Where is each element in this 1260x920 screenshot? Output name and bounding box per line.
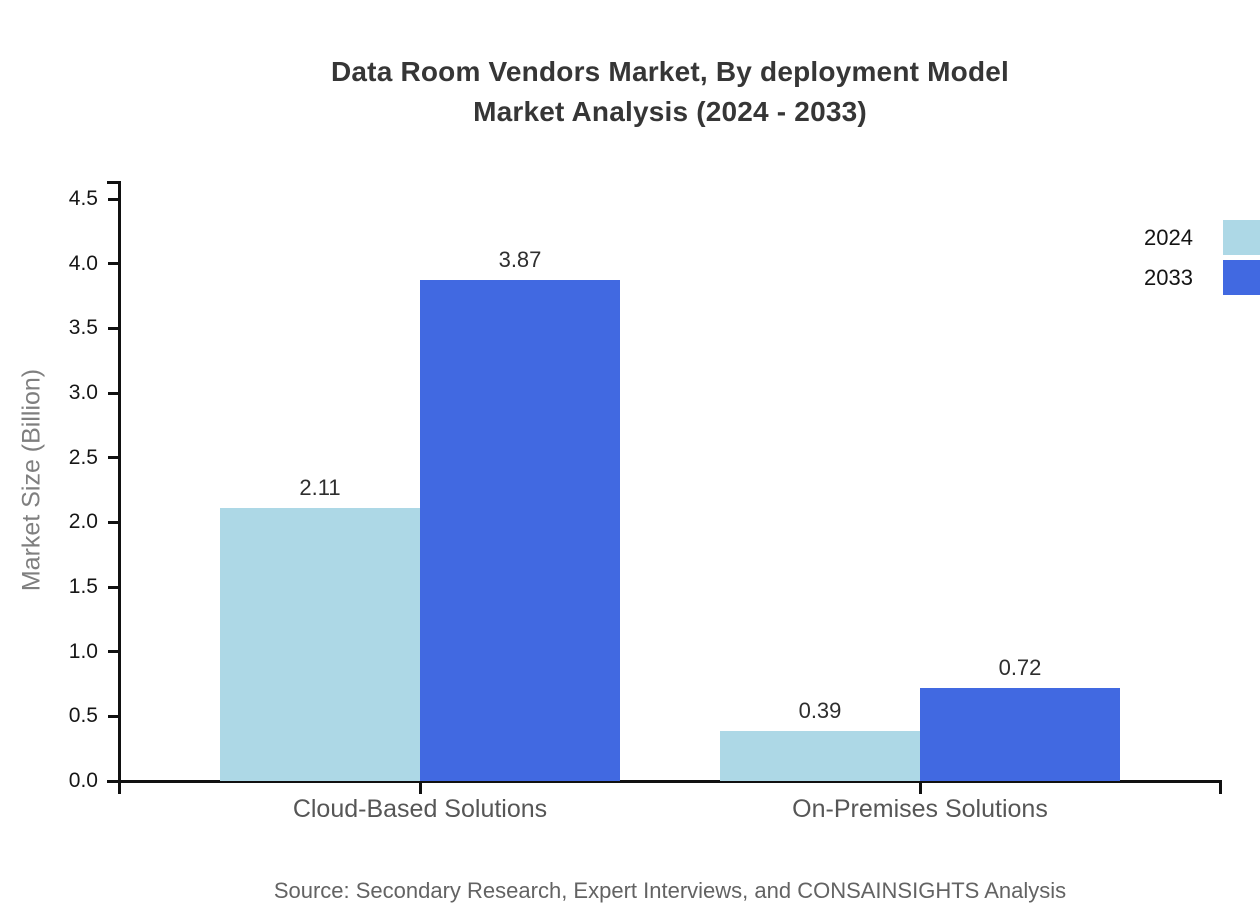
legend-swatch-2033 <box>1223 260 1260 295</box>
bar-2033-cloud-based-solutions <box>420 280 620 781</box>
chart-title-line2: Market Analysis (2024 - 2033) <box>473 96 867 127</box>
bar-2033-on-premises-solutions <box>920 687 1120 781</box>
bar-2024-on-premises-solutions <box>720 730 920 781</box>
bar-value-label: 2.11 <box>299 475 341 501</box>
y-tick-label: 4.0 <box>68 251 98 275</box>
x-axis-left-cap-tick <box>118 780 121 794</box>
y-tick <box>108 650 120 654</box>
bar-value-label: 0.39 <box>798 697 842 723</box>
bar-2024-cloud-based-solutions <box>220 508 420 781</box>
y-axis-top-cap-tick <box>107 181 118 184</box>
y-tick-label: 2.5 <box>68 445 98 469</box>
y-tick <box>108 456 120 460</box>
chart-title: Data Room Vendors Market, By deployment … <box>80 52 1260 132</box>
y-tick <box>108 714 120 718</box>
legend: 2024 2033 <box>1144 220 1260 295</box>
legend-label-2033: 2033 <box>1144 264 1193 290</box>
y-axis-line <box>118 181 121 783</box>
y-tick-label: 1.5 <box>68 575 98 598</box>
legend-entry-2033: 2033 <box>1144 260 1260 295</box>
y-tick <box>108 262 120 266</box>
y-tick-label: 0.0 <box>68 769 98 792</box>
legend-label-2024: 2024 <box>1144 224 1193 250</box>
y-tick <box>108 779 120 783</box>
legend-entry-2024: 2024 <box>1144 220 1260 255</box>
bar-value-label: 0.72 <box>998 654 1042 680</box>
chart-title-line1: Data Room Vendors Market, By deployment … <box>330 56 1010 87</box>
y-tick-label: 3.0 <box>68 381 98 404</box>
y-tick <box>108 585 120 589</box>
legend-swatch-2024 <box>1223 220 1260 255</box>
source-note: Source: Secondary Research, Expert Inter… <box>273 878 1067 903</box>
y-tick-label: 1.0 <box>68 639 98 663</box>
y-tick <box>108 520 120 524</box>
x-tick <box>418 783 422 794</box>
bar-value-label: 3.87 <box>498 247 542 273</box>
y-tick-label: 3.5 <box>68 316 98 340</box>
y-tick-label: 0.5 <box>68 704 98 728</box>
category-label-cloud-based-solutions: Cloud-Based Solutions <box>292 795 548 823</box>
x-axis-right-cap-tick <box>1219 780 1222 794</box>
y-tick <box>108 391 120 395</box>
y-tick <box>108 326 120 330</box>
category-label-on-premises-solutions: On-Premises Solutions <box>792 795 1048 823</box>
x-tick <box>918 783 922 794</box>
y-tick <box>108 197 120 201</box>
y-tick-label: 2.0 <box>68 510 98 534</box>
x-axis-line <box>107 780 1222 783</box>
y-tick-label: 4.5 <box>68 187 98 210</box>
